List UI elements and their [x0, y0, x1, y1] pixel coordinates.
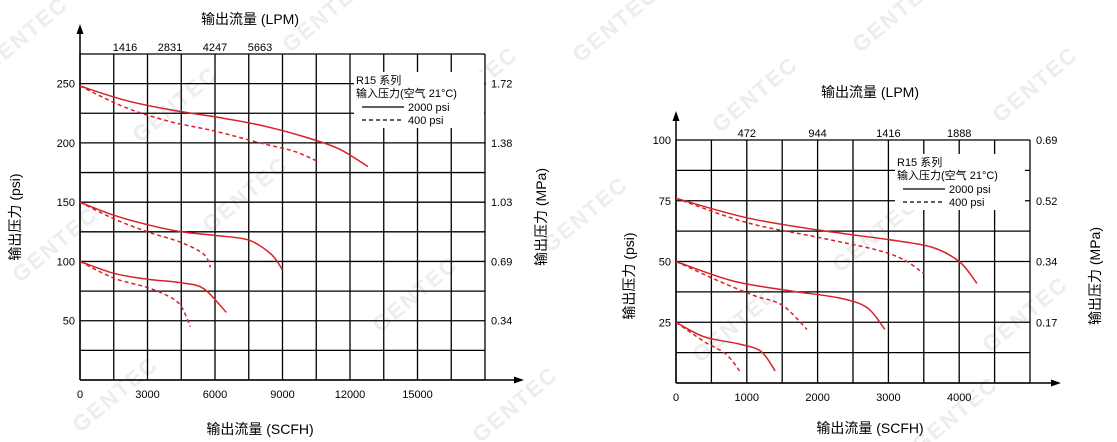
x-axis-arrow-icon — [514, 376, 524, 384]
right-axis-tick-label: 0.17 — [1036, 317, 1057, 329]
series-line-dashed-1 — [675, 197, 925, 275]
x-tick-label: 0 — [673, 392, 679, 404]
x-tick-label: 1000 — [735, 392, 759, 404]
chart-left-series — [79, 85, 369, 328]
chart-right-top-axis-title: 输出流量 (LPM) — [821, 84, 919, 100]
top-axis-tick-label: 1416 — [876, 128, 900, 140]
legend-dashed-label: 400 psi — [408, 115, 443, 127]
x-tick-label: 9000 — [270, 389, 294, 401]
x-axis-arrow-icon — [1051, 379, 1061, 387]
y-tick-label: 75 — [659, 196, 671, 208]
top-axis-tick-label: 2831 — [158, 42, 182, 54]
y-tick-label: 200 — [57, 138, 75, 150]
chart-right: 输出流量 (LPM) 输出流量 (SCFH) 输出压力 (psi) 输出压力 (… — [621, 84, 1103, 436]
chart-right-tick-labels: 0 1000 2000 3000 4000 25 50 75 100 472 944 1416 1888… — [653, 128, 1058, 404]
series-line-solid-0 — [79, 85, 369, 168]
legend-solid-label: 2000 psi — [949, 184, 991, 196]
x-tick-label: 4000 — [947, 392, 971, 404]
x-tick-label: 15000 — [402, 389, 433, 401]
right-axis-tick-label: 0.69 — [491, 256, 512, 268]
chart-left-tick-labels: 0 3000 6000 9000 12000 15000 50 100 150 200 250 141… — [57, 42, 513, 401]
x-tick-label: 0 — [77, 389, 83, 401]
chart-right-axes — [672, 111, 1061, 387]
series-line-dashed-1 — [79, 85, 317, 162]
watermark-text: GENTEC — [367, 251, 462, 337]
legend-series-family: R15 系列 — [356, 73, 401, 87]
legend-input-pressure: 输入压力(空气 21°C) — [356, 86, 457, 100]
series-line-dashed-3 — [79, 201, 212, 268]
legend-series-family: R15 系列 — [897, 155, 942, 169]
chart-right-right-axis-title: 输出压力 (MPa) — [1087, 227, 1103, 325]
right-axis-tick-label: 1.38 — [491, 138, 512, 150]
series-line-dashed-5 — [79, 260, 191, 328]
x-tick-label: 2000 — [805, 392, 829, 404]
y-tick-label: 50 — [659, 257, 671, 269]
chart-right-x-axis-title: 输出流量 (SCFH) — [816, 420, 923, 436]
watermark-text: GENTEC — [567, 0, 662, 67]
x-tick-label: 12000 — [335, 389, 366, 401]
top-axis-tick-label: 1888 — [947, 128, 971, 140]
legend-dashed-label: 400 psi — [949, 197, 984, 209]
top-axis-tick-label: 472 — [738, 128, 756, 140]
watermark-text: GENTEC — [197, 151, 292, 237]
series-line-dashed-3 — [675, 260, 808, 331]
series-line-solid-4 — [79, 260, 227, 313]
right-axis-tick-label: 0.34 — [1036, 257, 1057, 269]
y-tick-label: 100 — [57, 256, 75, 268]
legend-solid-label: 2000 psi — [408, 102, 450, 114]
watermark-text: GENTEC — [847, 0, 942, 57]
series-line-solid-2 — [79, 201, 284, 271]
watermark-text: GENTEC — [467, 361, 562, 442]
right-axis-tick-label: 1.72 — [491, 79, 512, 91]
right-axis-tick-label: 0.69 — [1036, 135, 1057, 147]
chart-left-y-axis-title: 输出压力 (psi) — [7, 173, 23, 260]
y-tick-label: 25 — [659, 317, 671, 329]
watermark-text: GENTEC — [0, 0, 73, 77]
y-axis-arrow-icon — [672, 111, 680, 121]
right-axis-tick-label: 0.34 — [491, 316, 512, 328]
chart-left-right-axis-title: 输出压力 (MPa) — [533, 168, 549, 266]
chart-left-axes — [76, 24, 524, 384]
watermark-text: GENTEC — [707, 51, 802, 137]
right-axis-tick-label: 0.52 — [1036, 196, 1057, 208]
legend-background — [354, 72, 484, 128]
watermark-text: GENTEC — [277, 0, 372, 57]
y-tick-label: 50 — [63, 316, 75, 328]
series-line-solid-4 — [675, 321, 776, 372]
top-axis-tick-label: 1416 — [113, 42, 137, 54]
chart-left-legend: R15 系列 输入压力(空气 21°C) 2000 psi 400 psi — [354, 72, 484, 128]
chart-right-legend: R15 系列 输入压力(空气 21°C) 2000 psi 400 psi — [895, 154, 1025, 210]
chart-left: 输出流量 (LPM) 输出流量 (SCFH) 输出压力 (psi) 输出压力 (… — [7, 11, 549, 437]
series-line-solid-2 — [675, 260, 886, 330]
series-line-solid-0 — [675, 197, 978, 284]
chart-right-series — [675, 197, 978, 372]
y-tick-label: 150 — [57, 197, 75, 209]
top-axis-tick-label: 944 — [808, 128, 826, 140]
legend-background — [895, 154, 1025, 210]
chart-left-top-axis-title: 输出流量 (LPM) — [201, 11, 299, 27]
y-axis-arrow-icon — [76, 24, 84, 34]
chart-right-y-axis-title: 输出压力 (psi) — [621, 232, 637, 319]
watermark-text: GENTEC — [977, 271, 1072, 357]
x-tick-label: 6000 — [203, 389, 227, 401]
x-tick-label: 3000 — [135, 389, 159, 401]
watermark-text: GENTEC — [537, 171, 632, 257]
watermark-text: GENTEC — [687, 281, 782, 367]
watermark-text: GENTEC — [987, 41, 1082, 127]
top-axis-tick-label: 4247 — [203, 42, 227, 54]
y-tick-label: 250 — [57, 79, 75, 91]
legend-input-pressure: 输入压力(空气 21°C) — [897, 168, 998, 182]
right-axis-tick-label: 1.03 — [491, 197, 512, 209]
top-axis-tick-label: 5663 — [248, 42, 272, 54]
chart-left-x-axis-title: 输出流量 (SCFH) — [206, 421, 313, 437]
series-line-dashed-5 — [675, 321, 741, 372]
y-tick-label: 100 — [653, 135, 671, 147]
x-tick-label: 3000 — [876, 392, 900, 404]
